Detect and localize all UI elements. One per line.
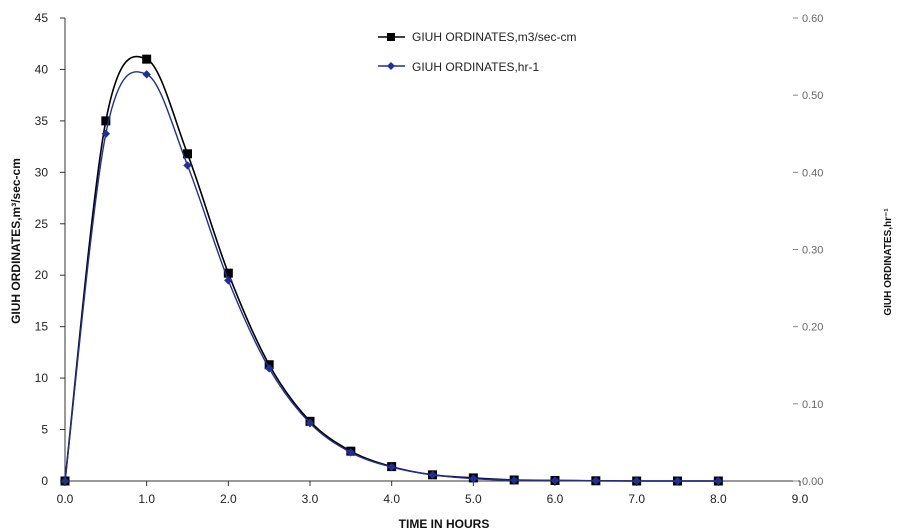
series-2-line <box>64 71 719 482</box>
y-left-tick-label: 30 <box>35 165 49 179</box>
data-point-diamond <box>591 476 601 485</box>
x-axis-title: TIME IN HOURS <box>399 517 490 531</box>
data-point-square <box>223 268 233 278</box>
y-right-tick-label: 0.10 <box>802 399 823 411</box>
x-tick-label: 3.0 <box>302 492 319 506</box>
y-left-tick-label: 0 <box>41 474 48 488</box>
y-right-axis-title: GIUH ORDINATES,hr⁻¹ <box>883 208 894 316</box>
x-tick-label: 8.0 <box>710 492 727 506</box>
x-tick-label: 2.0 <box>220 492 237 506</box>
x-tick-label: 4.0 <box>383 492 400 506</box>
legend-marker-diamond <box>387 62 395 70</box>
legend-marker-square <box>387 33 395 41</box>
x-tick-label: 7.0 <box>628 492 645 506</box>
y-left-tick-label: 45 <box>35 11 49 25</box>
data-point-diamond <box>428 470 437 480</box>
y-left-tick-label: 35 <box>35 114 49 128</box>
y-left-tick-label: 10 <box>35 371 49 385</box>
y-right-tick-label: 0.40 <box>802 167 823 179</box>
data-point-diamond <box>550 476 560 485</box>
series-1 <box>60 54 723 486</box>
x-tick-label: 9.0 <box>792 492 809 506</box>
legend-label-series-1: GIUH ORDINATES,m3/sec-cm <box>412 30 576 44</box>
data-point-diamond <box>183 161 192 170</box>
y-right-tick-label: 0.50 <box>802 90 823 102</box>
data-point-diamond <box>469 474 478 483</box>
chart-series <box>60 54 723 486</box>
y-left-tick-label: 20 <box>35 268 49 282</box>
legend-item-series-1: GIUH ORDINATES,m3/sec-cm <box>378 30 576 44</box>
data-point-diamond <box>142 70 151 79</box>
y-left-axis-title: GIUH ORDINATES,m³/sec-cm <box>9 158 23 324</box>
data-point-square <box>183 149 192 159</box>
y-right-tick-label: 0.00 <box>802 476 823 488</box>
chart-axes <box>64 18 800 482</box>
y-right-tick-label: 0.60 <box>802 13 823 25</box>
series-1-line <box>64 55 719 482</box>
legend: GIUH ORDINATES,m3/sec-cm GIUH ORDINATES,… <box>378 30 576 74</box>
y-left-tick-label: 25 <box>35 217 49 231</box>
y-right-tick-label: 0.30 <box>802 245 823 257</box>
legend-label-series-2: GIUH ORDINATES,hr-1 <box>412 60 539 74</box>
x-tick-label: 5.0 <box>465 492 482 506</box>
data-point-diamond <box>673 476 682 486</box>
y-right-tick-label: 0.20 <box>802 322 823 334</box>
y-left-tick-label: 40 <box>35 62 49 76</box>
x-tick-label: 6.0 <box>547 492 564 506</box>
data-point-square <box>101 116 111 126</box>
chart-ticks: 0 5 10 15 20 25 30 35 40 45 0.0 1.0 2.0 3.0 4.0 5.0 6.0 7… <box>35 11 824 506</box>
data-point-diamond <box>264 364 274 373</box>
legend-item-series-2: GIUH ORDINATES,hr-1 <box>378 60 539 74</box>
data-point-square <box>142 54 152 64</box>
data-point-diamond <box>346 448 356 457</box>
data-point-diamond <box>387 462 396 472</box>
data-point-diamond <box>224 276 233 285</box>
series-2 <box>60 70 723 486</box>
data-point-diamond <box>509 476 519 485</box>
x-tick-label: 1.0 <box>138 492 155 506</box>
data-point-diamond <box>305 418 315 428</box>
y-left-tick-label: 5 <box>41 423 48 437</box>
y-left-tick-label: 15 <box>35 320 49 334</box>
data-point-diamond <box>101 129 111 138</box>
x-tick-label: 0.0 <box>57 492 74 506</box>
